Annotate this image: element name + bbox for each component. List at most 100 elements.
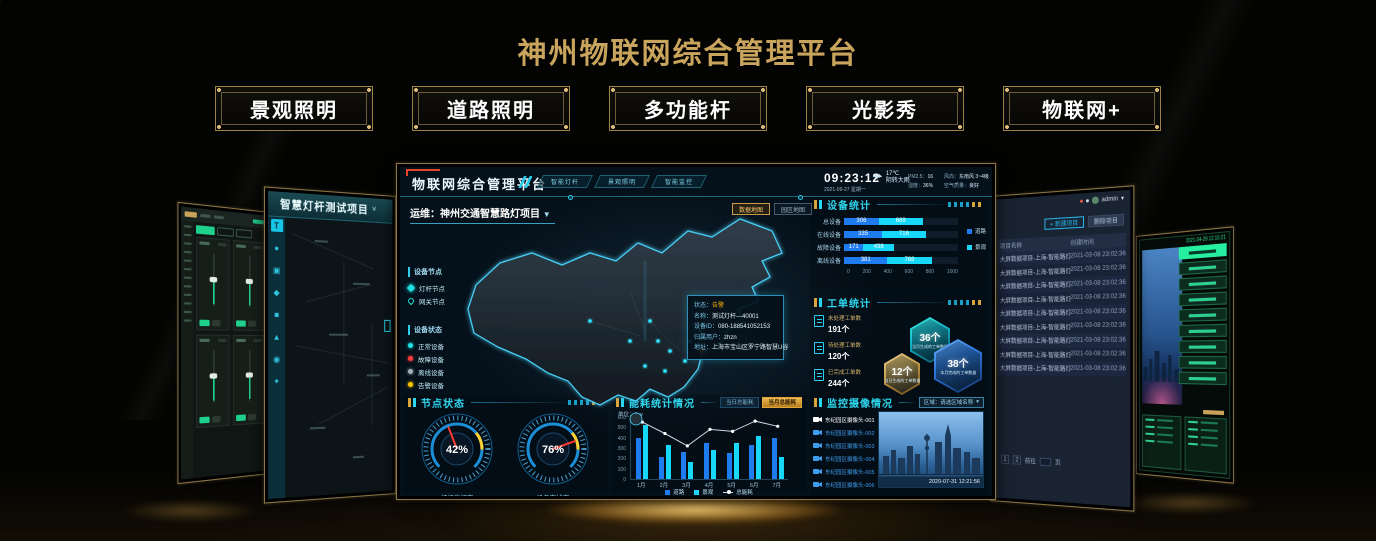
sidebar-row[interactable] — [183, 319, 192, 322]
tooltip-value: 告警 — [712, 303, 725, 309]
green-board-button[interactable] — [1178, 275, 1227, 291]
building-silhouette — [1149, 359, 1153, 382]
device-node-dot[interactable] — [683, 359, 687, 363]
park-map-toggle[interactable]: 园区地图 — [774, 203, 813, 215]
layers-icon[interactable]: ✦ — [273, 376, 280, 386]
bell-icon[interactable]: ● — [274, 242, 280, 253]
camera-list-item[interactable]: 东纪园区摄像头-002 — [813, 426, 877, 439]
slider-thumb[interactable] — [245, 372, 253, 378]
tab-landscape-lighting[interactable]: 景观照明 — [593, 175, 651, 188]
new-project-button[interactable]: + 新建项目 — [1044, 216, 1084, 230]
device-node-dot[interactable] — [588, 319, 592, 323]
slider-thumb[interactable] — [209, 276, 218, 283]
device-node-dot[interactable] — [628, 339, 632, 343]
nav-button-iot-plus[interactable]: 物联网+ — [1003, 86, 1161, 131]
slider-thumb[interactable] — [209, 373, 218, 379]
camera-list-item[interactable]: 东纪园区摄像头-001 — [813, 413, 877, 426]
pole-node-icon — [406, 283, 416, 292]
project-table-row[interactable]: 大屏数据项目-上海-智能路灯 2021-03-08 23:02:36 — [997, 333, 1127, 348]
green-board-button[interactable] — [1178, 291, 1227, 307]
daily-energy-button[interactable]: 当日总能耗 — [719, 396, 760, 408]
cancel-button[interactable] — [248, 320, 257, 327]
project-time-cell: 2021-03-08 23:02:36 — [1070, 293, 1126, 302]
project-table-row[interactable]: 大屏数据项目-上海-智能路灯 2021-03-08 23:02:36 — [997, 318, 1127, 334]
info-row — [1187, 435, 1223, 440]
air-quality-value: 良好 — [969, 183, 980, 189]
project-table-row[interactable]: 大屏数据项目-上海-智能路灯 2021-03-08 23:02:36 — [997, 361, 1127, 377]
user-menu[interactable]: admin ▾ — [1079, 195, 1124, 205]
project-table-row[interactable]: 大屏数据项目-上海-智能路灯 2021-03-08 23:02:36 — [997, 347, 1127, 362]
data-map-toggle[interactable]: 数据地图 — [732, 203, 771, 215]
info-row — [1145, 439, 1178, 444]
tab-smart-monitor[interactable]: 智能监控 — [651, 175, 708, 188]
sidebar-row[interactable] — [183, 259, 192, 262]
device-node-dot[interactable] — [663, 369, 667, 373]
speaker-icon[interactable]: ◆ — [273, 287, 280, 297]
panel-title: 设备统计 — [827, 200, 871, 212]
apply-button[interactable] — [236, 320, 246, 327]
cancel-button[interactable] — [212, 319, 221, 327]
sidebar-row[interactable] — [183, 242, 192, 245]
monthly-energy-button[interactable]: 当月总能耗 — [762, 396, 802, 408]
sidebar-row[interactable] — [183, 310, 192, 314]
message-dot-icon — [1085, 199, 1089, 203]
page-1-button[interactable]: 1 — [1000, 454, 1010, 465]
apply-button[interactable] — [199, 416, 210, 424]
green-button[interactable] — [195, 225, 215, 236]
device-node-dot[interactable] — [643, 364, 647, 368]
sidebar-row[interactable] — [183, 276, 192, 280]
device-node-dot[interactable] — [668, 349, 672, 353]
nav-button-light-show[interactable]: 光影秀 — [806, 86, 964, 131]
camera-list-item[interactable]: 东纪园区摄像头-006 — [813, 478, 877, 491]
sidebar-row[interactable] — [183, 267, 192, 271]
info-pane — [1184, 416, 1227, 475]
sidebar-row[interactable] — [183, 233, 192, 237]
goto-page-input[interactable] — [1039, 457, 1052, 466]
green-board-button[interactable] — [1178, 371, 1227, 386]
x-tick: 200 — [862, 269, 871, 275]
project-select-dropdown[interactable]: 运维：神州交通智慧路灯项目 ▼ — [410, 205, 555, 224]
apply-button[interactable] — [236, 414, 246, 422]
stop-icon[interactable]: ▲ — [272, 331, 281, 342]
outline-button[interactable] — [217, 227, 234, 237]
sidebar-row[interactable] — [183, 224, 192, 228]
camera-list-item[interactable]: 东纪园区摄像头-003 — [813, 439, 877, 452]
text-icon[interactable]: T — [270, 218, 283, 233]
region-select-dropdown[interactable]: 区域：请选区域名称 ▾ — [918, 396, 984, 408]
main-monitor: 物联网综合管理平台 智能灯杆 景观照明 智能监控 09:23:12 2021-0… — [396, 163, 996, 500]
green-board-button[interactable] — [1178, 339, 1227, 353]
green-board-button[interactable] — [1178, 243, 1227, 260]
cancel-button[interactable] — [212, 415, 221, 423]
screen-icon[interactable]: ■ — [274, 309, 280, 320]
device-node-dot[interactable] — [648, 319, 652, 323]
camera-list-item[interactable]: 东纪园区摄像头-005 — [813, 465, 877, 478]
nav-button-multifunction-pole[interactable]: 多功能杆 — [609, 86, 767, 131]
page-2-button[interactable]: 2 — [1012, 455, 1022, 465]
green-board-button[interactable] — [1178, 323, 1227, 338]
outline-button[interactable] — [236, 228, 253, 239]
green-board-button[interactable] — [1178, 307, 1227, 322]
map-mode-toggles: 数据地图 园区地图 — [732, 203, 813, 215]
nav-button-road-lighting[interactable]: 道路照明 — [412, 86, 570, 131]
tab-smart-pole[interactable]: 智能灯杆 — [536, 175, 594, 188]
slider-thumb[interactable] — [245, 278, 253, 285]
camera-video[interactable]: 2020-07-31 12:21:56 — [878, 411, 984, 488]
building-silhouette — [1168, 355, 1172, 382]
apply-button[interactable] — [199, 319, 210, 327]
camera-icon[interactable]: ▣ — [272, 264, 281, 275]
cancel-button[interactable] — [248, 413, 257, 421]
sidebar-row[interactable] — [183, 285, 192, 288]
green-board-button[interactable] — [1178, 259, 1227, 276]
sidebar-row[interactable] — [183, 250, 192, 254]
nav-button-landscape-lighting[interactable]: 景观照明 — [215, 86, 373, 131]
sidebar-row[interactable] — [183, 302, 192, 305]
device-node-dot[interactable] — [656, 339, 660, 343]
globe-icon[interactable]: ◉ — [273, 353, 281, 364]
camera-list-item[interactable]: 东纪园区摄像头-004 — [813, 452, 877, 465]
legend-item: 离线设备 — [408, 365, 486, 378]
green-board-button[interactable] — [1178, 356, 1227, 369]
x-axis: 0 200 400 600 800 1000 — [847, 269, 958, 275]
delete-project-button[interactable]: 删除项目 — [1087, 213, 1125, 228]
legend-item: 故障设备 — [408, 352, 486, 365]
sidebar-row[interactable] — [183, 293, 192, 297]
